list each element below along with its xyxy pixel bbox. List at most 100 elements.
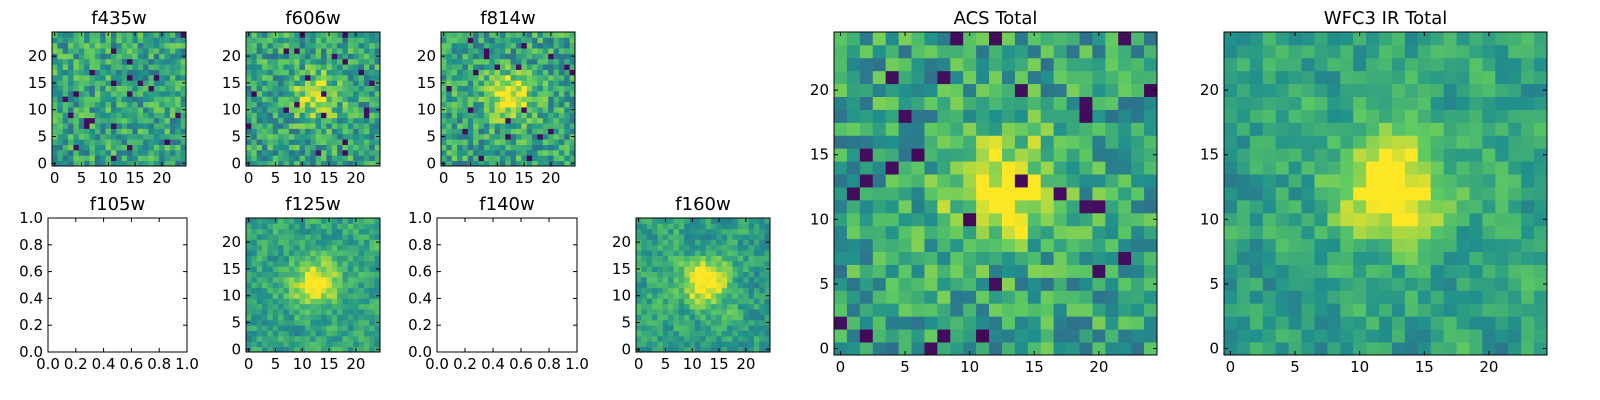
heatmap-cell [721, 287, 728, 294]
heatmap-cell [473, 96, 479, 103]
heatmap-cell [310, 271, 317, 278]
heatmap-cell [315, 128, 322, 135]
y-tick-label: 0 [621, 340, 631, 358]
heatmap-cell [159, 48, 165, 54]
heatmap-cell [937, 238, 951, 253]
heatmap-cell [294, 90, 300, 97]
heatmap-cell [668, 282, 674, 289]
heatmap-cell [462, 53, 469, 60]
heatmap-cell [1288, 57, 1302, 72]
heatmap-cell [116, 90, 123, 97]
heatmap-cell [363, 330, 370, 337]
heatmap-cell [1092, 148, 1106, 162]
heatmap-cell [299, 90, 306, 97]
heatmap-cell [489, 160, 495, 167]
heatmap-cell [153, 58, 160, 65]
heatmap-cell [294, 139, 300, 145]
heatmap-cell [294, 58, 300, 65]
heatmap-cell [548, 128, 554, 135]
heatmap-cell [537, 85, 544, 92]
y-tick-label: 5 [231, 314, 241, 332]
heatmap-cell [1404, 329, 1419, 343]
heatmap-cell [294, 74, 300, 81]
heatmap-cell [304, 48, 311, 54]
heatmap-cell [358, 107, 365, 113]
heatmap-cell [321, 85, 327, 92]
heatmap-cell [321, 64, 327, 70]
heatmap-cell [1443, 316, 1457, 330]
heatmap-cell [1534, 264, 1548, 278]
heatmap-cell [1404, 148, 1419, 162]
heatmap-cell [105, 107, 112, 113]
heatmap-cell [68, 133, 74, 140]
heatmap-cell [1521, 277, 1535, 291]
heatmap-cell [1314, 264, 1328, 278]
heatmap-cell [294, 309, 300, 315]
heatmap-cell [84, 155, 90, 162]
y-tick-label: 15 [222, 74, 241, 92]
heatmap-cell [989, 187, 1003, 201]
heatmap-cell [1391, 57, 1406, 72]
heatmap-cell [278, 218, 284, 224]
heatmap-cell [148, 96, 155, 103]
heatmap-cell [283, 42, 290, 49]
heatmap-cell [1053, 316, 1067, 330]
heatmap-cell [84, 74, 90, 81]
heatmap-cell [143, 112, 149, 119]
heatmap-cell [315, 74, 322, 81]
heatmap-cell [358, 144, 365, 151]
heatmap-cell [1053, 251, 1067, 265]
x-tick-label: 0.0 [425, 355, 449, 373]
heatmap-cell [1417, 238, 1432, 253]
heatmap-cell [116, 112, 123, 119]
y-tick-label: 10 [612, 287, 631, 305]
heatmap-cell [315, 48, 322, 54]
heatmap-cell [283, 117, 290, 124]
heatmap-cell [478, 80, 485, 86]
heatmap-cell [100, 37, 106, 44]
y-tick-label: 5 [819, 275, 829, 293]
heatmap-cell [1275, 57, 1289, 72]
heatmap-cell [753, 271, 760, 278]
heatmap-cell [467, 58, 474, 65]
heatmap-cell [358, 303, 365, 310]
heatmap-cell [283, 303, 290, 310]
heatmap-cell [100, 74, 106, 81]
heatmap-cell [342, 117, 349, 124]
heatmap-cell [558, 48, 565, 54]
heatmap-cell [1366, 225, 1380, 240]
heatmap-cell [299, 58, 306, 65]
heatmap-cell [553, 117, 560, 124]
heatmap-cell [489, 96, 495, 103]
heatmap-cell [251, 266, 258, 272]
heatmap-cell [369, 319, 376, 326]
heatmap-cell [478, 42, 485, 49]
x-tick-label: 0.6 [509, 355, 533, 373]
x-tick-label: 0 [439, 169, 449, 187]
heatmap-cell [272, 223, 279, 230]
heatmap-cell [62, 160, 69, 167]
heatmap-cell [331, 42, 338, 49]
heatmap-cell [84, 85, 90, 92]
heatmap-cell [321, 244, 327, 251]
heatmap-cell [1066, 290, 1080, 304]
heatmap-cell [732, 335, 739, 342]
heatmap-cell [353, 260, 359, 267]
heatmap-cell [246, 234, 252, 240]
heatmap-cell [898, 57, 912, 72]
heatmap-cell [1469, 199, 1483, 214]
heatmap-cell [1340, 225, 1354, 240]
heatmap-cell [326, 58, 333, 65]
heatmap-cell [467, 101, 474, 108]
heatmap-cell [834, 251, 848, 265]
heatmap-cell [748, 244, 755, 251]
heatmap-cell [283, 139, 290, 145]
heatmap-cell [846, 342, 861, 356]
heatmap-cell [446, 149, 453, 156]
heatmap-cell [304, 107, 311, 113]
heatmap-cell [1079, 277, 1093, 291]
heatmap-cell [1327, 251, 1341, 265]
heatmap-cell [662, 287, 669, 294]
heatmap-cell [748, 276, 755, 283]
heatmap-cell [1366, 57, 1380, 72]
